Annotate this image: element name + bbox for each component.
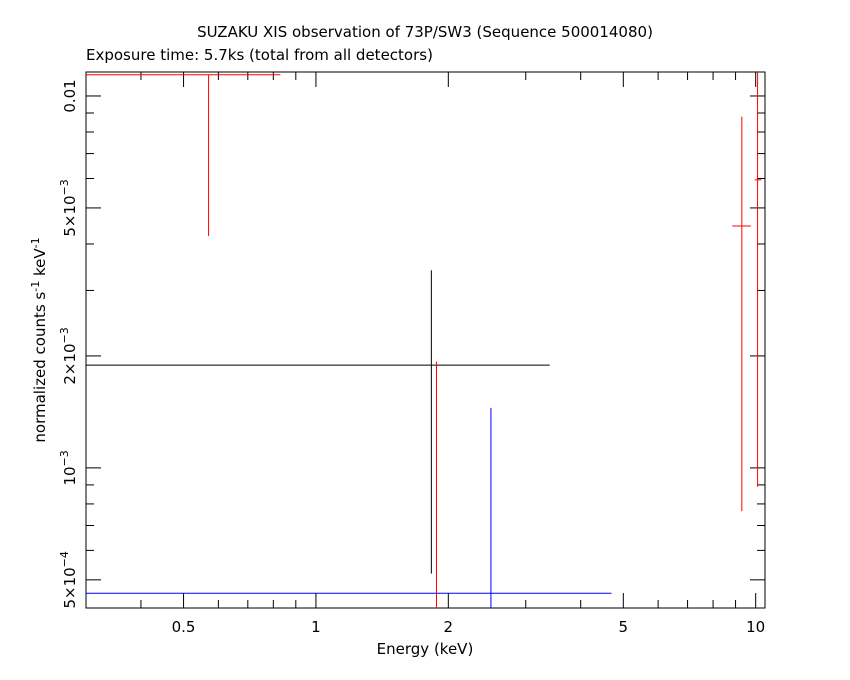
y-tick-label: 5×10−4 xyxy=(58,551,79,608)
y-axis-label-prefix: normalized counts s xyxy=(31,291,49,443)
data-point xyxy=(86,74,281,237)
y-tick-label: 2×10−3 xyxy=(58,327,79,384)
data-point xyxy=(86,270,550,574)
data-point xyxy=(754,72,762,487)
x-tick-label: 0.5 xyxy=(172,618,196,636)
x-tick-label: 2 xyxy=(444,618,454,636)
x-axis-label: Energy (keV) xyxy=(376,640,474,658)
y-tick-label: 5×10−3 xyxy=(58,179,79,236)
y-axis-label: normalized counts s-1 keV-1 xyxy=(29,237,49,442)
y-axis-label-mid: keV xyxy=(31,248,49,281)
y-tick-label: 0.01 xyxy=(61,79,79,112)
x-tick-label: 1 xyxy=(311,618,321,636)
y-axis-label-exp1: -1 xyxy=(29,280,42,292)
chart-title: SUZAKU XIS observation of 73P/SW3 (Seque… xyxy=(197,23,653,41)
data-point xyxy=(86,407,612,608)
data-point xyxy=(732,116,751,512)
x-tick-label: 10 xyxy=(746,618,765,636)
y-tick-label: 10−3 xyxy=(58,450,79,485)
x-tick-label: 5 xyxy=(619,618,629,636)
chart-subtitle: Exposure time: 5.7ks (total from all det… xyxy=(86,46,433,64)
y-axis-label-exp2: -1 xyxy=(29,237,42,249)
plot-frame xyxy=(85,71,766,609)
